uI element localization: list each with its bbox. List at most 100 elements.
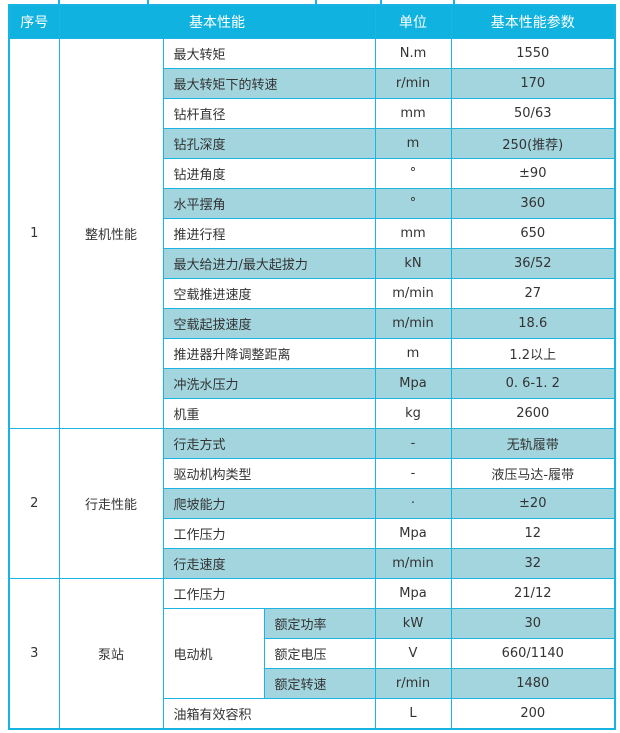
unit-cell: Mpa <box>374 578 452 609</box>
property-cell: 驱动机构类型 <box>162 458 376 489</box>
property-cell: 行走方式 <box>162 428 376 459</box>
value-cell: 18.6 <box>450 308 616 339</box>
value-cell: ±20 <box>450 488 616 519</box>
cutoff-row-remnant <box>0 0 620 4</box>
unit-cell: kg <box>374 398 452 429</box>
value-cell: 250(推荐) <box>450 128 616 159</box>
header-parameter: 基本性能参数 <box>450 4 616 39</box>
section-index: 1 <box>8 38 60 429</box>
value-cell: 1.2以上 <box>450 338 616 369</box>
property-cell: 推进器升降调整距离 <box>162 338 376 369</box>
table-row: 行走速度 m/min 32 <box>9 548 616 579</box>
unit-cell: m <box>374 338 452 369</box>
property-cell: 行走速度 <box>162 548 376 579</box>
subproperty-cell: 额定转速 <box>263 668 376 699</box>
property-cell: 钻进角度 <box>162 158 376 189</box>
table-row: 驱动机构类型 - 液压马达-履带 <box>9 458 616 489</box>
remnant-border-tick <box>58 0 60 4</box>
unit-cell: ° <box>374 188 452 219</box>
value-cell: 1480 <box>450 668 616 699</box>
value-cell: 21/12 <box>450 578 616 609</box>
unit-cell: m/min <box>374 308 452 339</box>
subproperty-cell: 额定功率 <box>263 608 376 639</box>
remnant-border-tick <box>147 0 149 4</box>
header-unit: 单位 <box>374 4 452 39</box>
table-row: 油箱有效容积 L 200 <box>9 698 616 729</box>
property-cell: 水平摆角 <box>162 188 376 219</box>
header-serial: 序号 <box>8 4 60 39</box>
value-cell: 650 <box>450 218 616 249</box>
property-cell: 机重 <box>162 398 376 429</box>
unit-cell: N.m <box>374 38 452 69</box>
unit-cell: - <box>374 428 452 459</box>
property-cell: 工作压力 <box>162 518 376 549</box>
property-cell: 最大转矩下的转速 <box>162 68 376 99</box>
property-cell: 空载推进速度 <box>162 278 376 309</box>
property-cell: 最大给进力/最大起拔力 <box>162 248 376 279</box>
value-cell: 30 <box>450 608 616 639</box>
property-cell: 空载起拔速度 <box>162 308 376 339</box>
table-row: 额定电压 V 660/1140 <box>9 638 616 669</box>
value-cell: 0. 6-1. 2 <box>450 368 616 399</box>
spec-table: 序号 基本性能 单位 基本性能参数 1 整机性能 最大转矩 N.m 1550 最… <box>8 4 616 730</box>
unit-cell: Mpa <box>374 368 452 399</box>
section-group: 泵站 <box>58 578 164 729</box>
table-row: 额定转速 r/min 1480 <box>9 668 616 699</box>
value-cell: ±90 <box>450 158 616 189</box>
section-index: 2 <box>8 428 60 579</box>
unit-cell: mm <box>374 218 452 249</box>
table-row: 钻杆直径 mm 50/63 <box>9 98 616 129</box>
unit-cell: ° <box>374 158 452 189</box>
header-row: 序号 基本性能 单位 基本性能参数 <box>8 4 616 39</box>
table-row: 钻进角度 ° ±90 <box>9 158 616 189</box>
value-cell: 36/52 <box>450 248 616 279</box>
section-index: 3 <box>8 578 60 729</box>
value-cell: 170 <box>450 68 616 99</box>
table-row: 冲洗水压力 Mpa 0. 6-1. 2 <box>9 368 616 399</box>
table-row: 推进器升降调整距离 m 1.2以上 <box>9 338 616 369</box>
value-cell: 2600 <box>450 398 616 429</box>
value-cell: 360 <box>450 188 616 219</box>
table-row: 空载起拔速度 m/min 18.6 <box>9 308 616 339</box>
unit-cell: r/min <box>374 68 452 99</box>
table-row: 最大转矩下的转速 r/min 170 <box>9 68 616 99</box>
table-row: 1 整机性能 最大转矩 N.m 1550 <box>8 38 616 429</box>
table-row: 3 泵站 工作压力 Mpa 21/12 <box>8 578 616 729</box>
value-cell: 200 <box>450 698 616 729</box>
unit-cell: kN <box>374 248 452 279</box>
value-cell: 12 <box>450 518 616 549</box>
subproperty-cell: 额定电压 <box>263 638 376 669</box>
unit-cell: Mpa <box>374 518 452 549</box>
table-row: 2 行走性能 行走方式 - 无轨履带 <box>8 428 616 579</box>
property-cell: 最大转矩 <box>162 38 376 69</box>
unit-cell: V <box>374 638 452 669</box>
value-cell: 660/1140 <box>450 638 616 669</box>
property-cell: 爬坡能力 <box>162 488 376 519</box>
table-row: 钻孔深度 m 250(推荐) <box>9 128 616 159</box>
unit-cell: m <box>374 128 452 159</box>
property-cell: 钻杆直径 <box>162 98 376 129</box>
remnant-border-tick <box>453 0 455 4</box>
property-cell: 钻孔深度 <box>162 128 376 159</box>
table-row: 推进行程 mm 650 <box>9 218 616 249</box>
unit-cell: mm <box>374 98 452 129</box>
table-row: 最大给进力/最大起拔力 kN 36/52 <box>9 248 616 279</box>
section-group: 整机性能 <box>58 38 164 429</box>
value-cell: 液压马达-履带 <box>450 458 616 489</box>
value-cell: 1550 <box>450 38 616 69</box>
unit-cell: - <box>374 458 452 489</box>
unit-cell: m/min <box>374 548 452 579</box>
value-cell: 50/63 <box>450 98 616 129</box>
table-row: 水平摆角 ° 360 <box>9 188 616 219</box>
property-cell: 推进行程 <box>162 218 376 249</box>
unit-cell: r/min <box>374 668 452 699</box>
unit-cell: m/min <box>374 278 452 309</box>
property-cell: 油箱有效容积 <box>162 698 376 729</box>
remnant-border-tick <box>315 0 317 4</box>
section-group: 行走性能 <box>58 428 164 579</box>
value-cell: 32 <box>450 548 616 579</box>
table-row: 工作压力 Mpa 12 <box>9 518 616 549</box>
value-cell: 无轨履带 <box>450 428 616 459</box>
header-performance: 基本性能 <box>58 4 376 39</box>
